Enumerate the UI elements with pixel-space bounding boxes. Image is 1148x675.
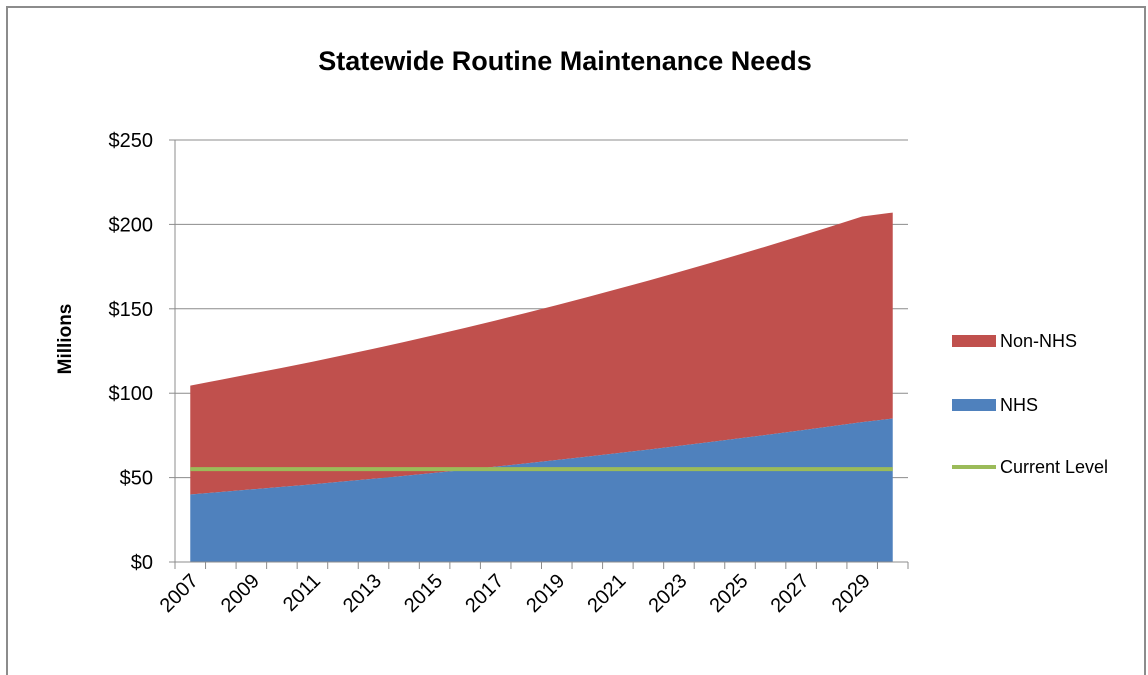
x-tick-label: 2023 bbox=[644, 570, 691, 617]
axes bbox=[169, 139, 909, 569]
x-tick-label: 2019 bbox=[522, 570, 569, 617]
legend: Non-NHS NHS Current Level bbox=[952, 331, 1108, 477]
x-tick-label: 2021 bbox=[583, 570, 630, 617]
legend-label: Current Level bbox=[1000, 457, 1108, 477]
y-tick-label: $250 bbox=[109, 130, 154, 152]
legend-label: NHS bbox=[1000, 395, 1038, 415]
legend-swatch bbox=[952, 399, 996, 411]
x-tick-label: 2015 bbox=[400, 570, 447, 617]
y-tick-label: $150 bbox=[109, 299, 154, 321]
x-tick-label: 2007 bbox=[156, 570, 203, 617]
legend-swatch bbox=[952, 335, 996, 347]
y-tick-labels: $0 $50 $100 $150 $200 $250 bbox=[109, 130, 154, 574]
series-area-nhs bbox=[190, 418, 893, 562]
y-tick-label: $50 bbox=[120, 468, 153, 490]
x-tick-label: 2027 bbox=[767, 570, 814, 617]
y-tick-label: $200 bbox=[109, 214, 154, 236]
x-tick-label: 2025 bbox=[706, 570, 753, 617]
x-tick-labels: 2007 2009 2011 2013 2015 2017 2019 2021 2023 2025… bbox=[156, 570, 875, 617]
x-tick-label: 2013 bbox=[339, 570, 386, 617]
legend-label: Non-NHS bbox=[1000, 331, 1077, 351]
y-tick-label: $0 bbox=[131, 552, 153, 574]
area-series bbox=[190, 212, 893, 562]
series-area-non-nhs bbox=[190, 212, 893, 495]
x-tick-label: 2017 bbox=[461, 570, 508, 617]
y-tick-label: $100 bbox=[109, 383, 154, 405]
y-axis-label: Millions bbox=[55, 304, 76, 375]
x-tick-label: 2009 bbox=[217, 570, 264, 617]
x-tick-label: 2011 bbox=[279, 570, 325, 616]
x-tick-label: 2029 bbox=[828, 570, 875, 617]
chart-title: Statewide Routine Maintenance Needs bbox=[318, 46, 812, 76]
